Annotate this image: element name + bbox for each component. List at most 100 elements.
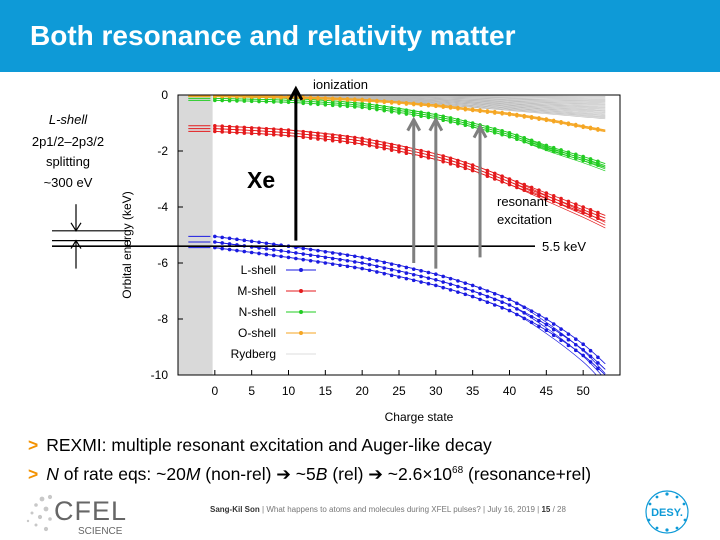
series-point (470, 289, 475, 293)
series-point (419, 154, 423, 159)
footer-date: July 16, 2019 (487, 505, 535, 514)
series-point (250, 95, 254, 99)
series-point (500, 180, 504, 184)
series-point (434, 272, 438, 276)
series-point (279, 133, 283, 137)
title-bar: Both resonance and relativity matter (0, 0, 720, 72)
series-point (551, 199, 556, 204)
series-point (353, 254, 357, 259)
resonant-arrowhead (428, 116, 444, 132)
x-tick-label: 5 (248, 384, 255, 398)
series-point (330, 133, 335, 137)
series-point (566, 154, 571, 158)
series-point (537, 191, 541, 195)
series-point (264, 96, 268, 100)
bullet-text: (non-rel) ➔ ~5 (200, 463, 316, 484)
series-point (367, 140, 372, 145)
series-point (360, 142, 364, 146)
series-point (220, 235, 224, 240)
series-point (397, 147, 401, 151)
series-point (471, 109, 475, 113)
series-point (404, 112, 409, 116)
series-point (375, 139, 379, 144)
series-point (220, 98, 224, 103)
series-point (581, 348, 585, 352)
series-point (559, 327, 563, 331)
series-point (507, 297, 512, 302)
series-point (456, 164, 460, 168)
series-point (264, 252, 269, 257)
bullet-text: REXMI: multiple resonant excitation and … (46, 435, 492, 455)
series-point (426, 153, 431, 157)
series-point (478, 286, 482, 290)
series-point (375, 107, 379, 112)
series-point (264, 241, 269, 246)
series-point (220, 127, 224, 131)
y-tick-label: -4 (157, 200, 168, 214)
series-point (500, 300, 504, 304)
series-point (249, 126, 254, 130)
series-point (404, 265, 409, 270)
series-point (566, 199, 571, 204)
series-point (426, 276, 431, 280)
series-point (404, 151, 409, 156)
series-point (404, 148, 409, 153)
series-point (566, 343, 571, 348)
series-point (566, 202, 571, 206)
series-point (441, 159, 446, 164)
bullet-text-italic: B (315, 463, 328, 484)
series-point (588, 213, 593, 218)
series-point (507, 182, 512, 187)
series-point (235, 125, 239, 129)
series-point (338, 252, 342, 256)
y-tick-label: -2 (157, 144, 168, 158)
ionization-label: ionization (313, 77, 368, 92)
series-point (544, 194, 549, 198)
series-point (227, 130, 232, 135)
series-point (235, 95, 239, 99)
resonant-arrowhead (406, 116, 422, 132)
series-point (441, 280, 446, 284)
series-point (279, 130, 283, 135)
series-point (456, 290, 460, 294)
series-point (353, 265, 357, 270)
series-point (411, 272, 416, 277)
series-point (448, 282, 453, 287)
series-oshell-lines (213, 95, 606, 133)
series-point (279, 254, 283, 259)
series-point (544, 191, 549, 195)
series-point (294, 251, 298, 255)
series-point (456, 161, 460, 166)
series-point (507, 308, 512, 313)
series-point (434, 278, 438, 282)
series-point (426, 115, 431, 120)
series-point (581, 158, 585, 163)
series-point (419, 280, 423, 284)
footer-text: Sang-Kil Son | What happens to atoms and… (210, 505, 566, 514)
series-point (271, 127, 276, 131)
orbital-energy-chart: 0 5 10 15 20 25 30 35 40 45 50 0 -2 -4 -6 -8 -10 Charge s… (32, 77, 621, 424)
series-point (323, 103, 328, 107)
bullet-text: (resonance+rel) (463, 463, 592, 484)
series-point (308, 247, 313, 252)
series-point (485, 129, 490, 133)
series-point (588, 210, 593, 215)
series-point (338, 136, 342, 141)
series-point (596, 128, 600, 132)
series-point (338, 134, 342, 138)
series-point (559, 202, 563, 206)
series-point (522, 115, 526, 119)
series-point (559, 121, 563, 125)
y-tick-label: -10 (151, 368, 169, 382)
footer-talk-title: What happens to atoms and molecules duri… (266, 505, 481, 514)
series-point (331, 98, 335, 102)
series-point (367, 106, 372, 111)
desy-logo: DESY. (645, 490, 689, 534)
series-point (522, 182, 527, 187)
neutral-band (178, 95, 213, 375)
series-point (264, 99, 269, 104)
series-point (574, 202, 578, 206)
series-point (301, 257, 306, 262)
series-point (507, 303, 512, 307)
bullet-list: > REXMI: multiple resonant excitation and… (28, 432, 718, 487)
